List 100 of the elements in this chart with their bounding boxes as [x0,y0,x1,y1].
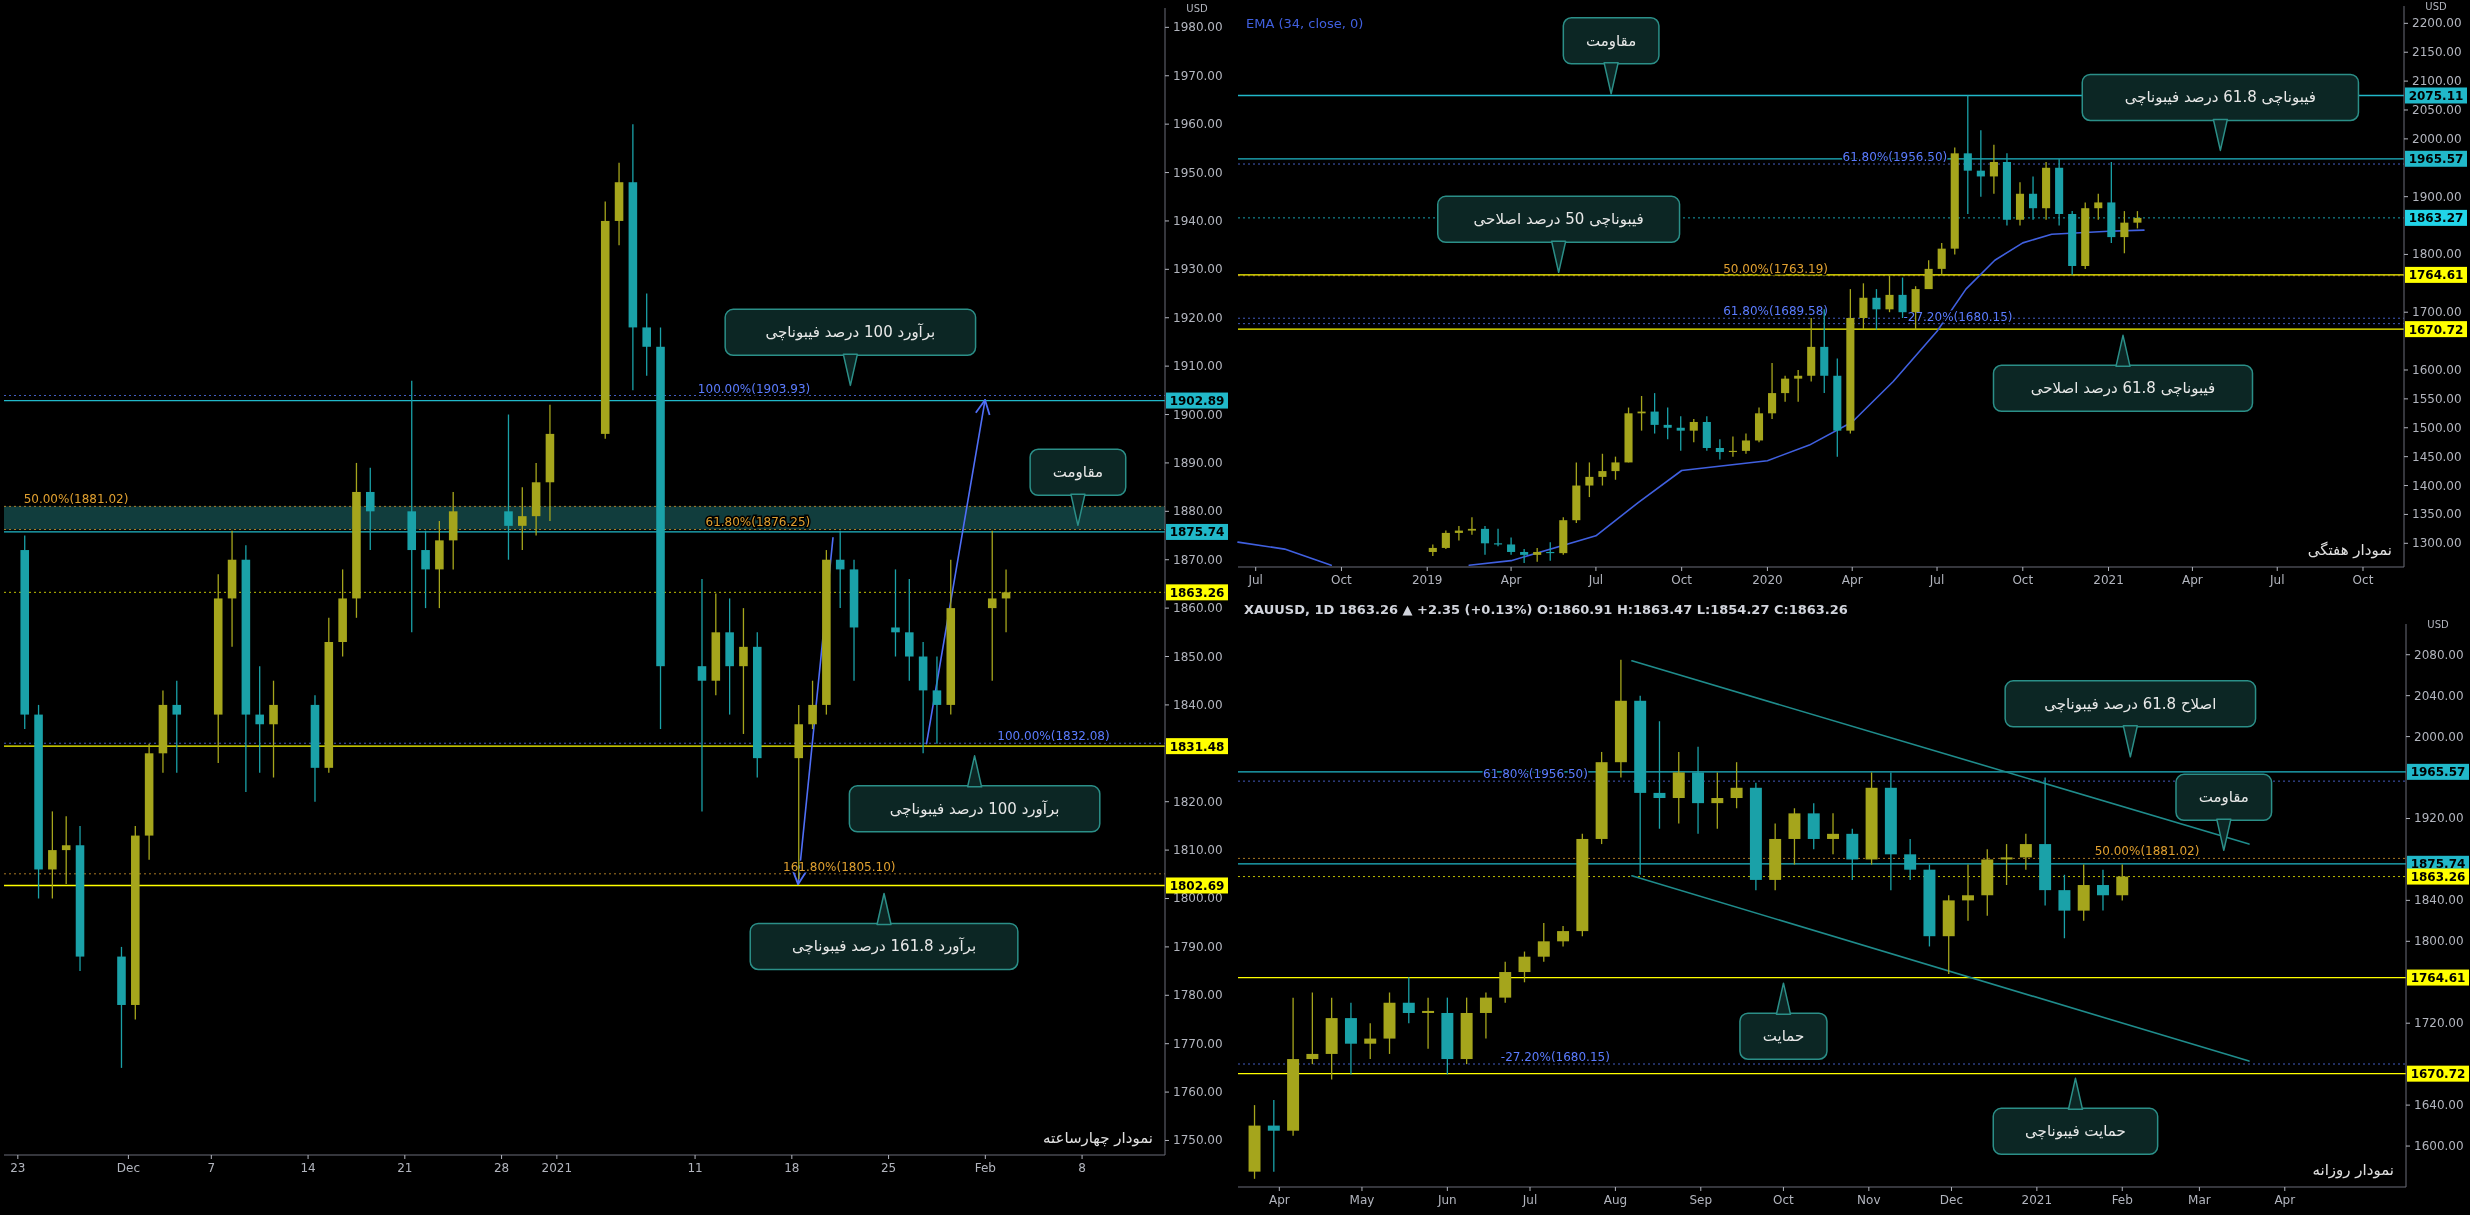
y-tick-label: 1880.00 [1173,504,1223,519]
candlestick [1001,568,1011,633]
annotation: 50.00%(1881.02) [2094,844,2200,859]
x-tick-label: 2021 [2021,1193,2053,1207]
candlestick [518,486,527,551]
candlestick [2094,193,2103,221]
candlestick [1537,922,1550,963]
y-tick-label: 1960.00 [1173,117,1223,132]
x-tick-label: Apr [2274,1193,2296,1207]
candlestick [1480,525,1490,556]
candlestick [172,680,182,774]
annotation: مقاومت [2198,788,2249,807]
y-tick-label: 2040.00 [2414,688,2464,703]
ref-line-label: 1764.61 [2410,971,2466,986]
candlestick [1963,94,1972,215]
candlestick [1520,548,1529,564]
ref-line-label: 1670.72 [2408,322,2464,337]
ref-line-label: 1965.57 [2410,765,2466,780]
y-axis-title: USD [1186,3,1208,14]
x-tick-label: 28 [493,1161,510,1175]
y-tick-label: 2080.00 [2414,647,2464,662]
candlestick [61,815,71,885]
x-tick-label: May [1349,1193,1375,1207]
x-tick-label: 2020 [1752,573,1783,587]
y-tick-label: 1940.00 [1173,213,1223,228]
text: EMA (34, close, 0) [1246,16,1364,31]
y-tick-label: 2000.00 [2412,131,2462,146]
candlestick [1937,242,1946,276]
candlestick [1518,950,1531,983]
ref-line-label: 1670.72 [2410,1067,2466,1082]
y-tick-label: 1400.00 [2412,478,2462,493]
y-tick-label: 1920.00 [1173,310,1223,325]
candlestick [1885,274,1894,313]
candlestick [2097,869,2109,912]
y-tick-label: 1820.00 [1173,794,1223,809]
annotation: 50.00%(1763.19) [1723,261,1828,276]
candlestick [1859,282,1868,331]
candlestick [1794,369,1803,403]
x-tick-label: Apr [1841,573,1863,587]
y-tick-label: 2150.00 [2412,45,2462,60]
candlestick [1467,516,1476,536]
annotation: -27.20%(1680.15) [1500,1050,1610,1065]
annotation: مقاومت [1052,463,1104,482]
annotation: برآورد 161.8 درصد فیبوناچی [792,937,977,956]
y-tick-label: 1350.00 [2412,507,2462,522]
x-tick-label: Aug [1603,1193,1628,1207]
x-tick-label: 14 [300,1161,316,1175]
candlestick [365,467,375,551]
candlestick [932,655,942,745]
x-tick-label: Apr [1268,1193,1290,1207]
annotation: فیبوناچی 50 درصد اصلاحی [1473,210,1644,229]
candlestick [1827,812,1839,855]
x-tick-label: Oct [1773,1193,1795,1207]
x-tick-label: Oct [1671,573,1693,587]
y-tick-label: 1970.00 [1173,68,1223,83]
candlestick [255,665,264,774]
x-tick-label: Feb [974,1161,996,1175]
candlestick [1650,392,1659,435]
ref-line-label: 1965.57 [2408,152,2464,167]
y-tick-label: 2100.00 [2412,74,2462,89]
y-tick-label: 1750.00 [1173,1133,1223,1148]
x-tick-label: Apr [2182,573,2203,587]
annotation: برآورد 100 درصد فیبوناچی [765,323,936,342]
annotation: 50.00%(1881.02) [23,492,129,507]
y-tick-label: 1600.00 [2414,1139,2464,1154]
candlestick [2000,843,2013,886]
annotation: اصلاح 61.8 درصد فیبوناچی [2044,694,2217,713]
x-tick-label: Oct [1331,573,1353,587]
ref-line-label: 1875.74 [1169,525,1225,540]
y-tick-label: 1770.00 [1173,1036,1223,1051]
candlestick [1904,838,1917,881]
y-tick-label: 2050.00 [2412,103,2462,117]
y-tick-label: 1810.00 [1173,843,1223,858]
candlestick [1402,976,1415,1024]
y-tick-label: 1850.00 [1173,649,1223,664]
text: نمودار چهارساعته [1042,1129,1153,1147]
candlestick [1306,991,1319,1065]
text: نمودار هفتگی [2307,541,2392,559]
candlestick [1872,288,1881,331]
x-tick-label: 8 [1078,1161,1086,1175]
candlestick [739,607,748,735]
candlestick [48,810,57,900]
candlestick [1924,259,1933,290]
annotation: حمایت فیبوناچی [2025,1122,2126,1141]
y-tick-label: 2000.00 [2414,729,2464,744]
candlestick [1267,1099,1280,1173]
candlestick [1781,375,1790,403]
ref-line-label: 1875.74 [2410,857,2466,872]
y-tick-label: 1300.00 [2412,536,2462,551]
candlestick [1730,761,1743,809]
y-tick-label: 1700.00 [2412,305,2462,320]
candlestick [269,680,278,779]
x-tick-label: Jul [1928,573,1945,587]
y-tick-label: 1760.00 [1173,1085,1223,1100]
ref-line-label: 1863.27 [2408,211,2464,226]
y-tick-label: 1840.00 [2414,893,2464,908]
annotation: 61.80%(1876.25) [705,515,811,530]
annotation: فیبوناچی 61.8 درصد اصلاحی [2030,379,2216,398]
y-tick-label: 1550.00 [2412,391,2462,406]
ref-line-label: 1863.26 [2410,870,2466,885]
